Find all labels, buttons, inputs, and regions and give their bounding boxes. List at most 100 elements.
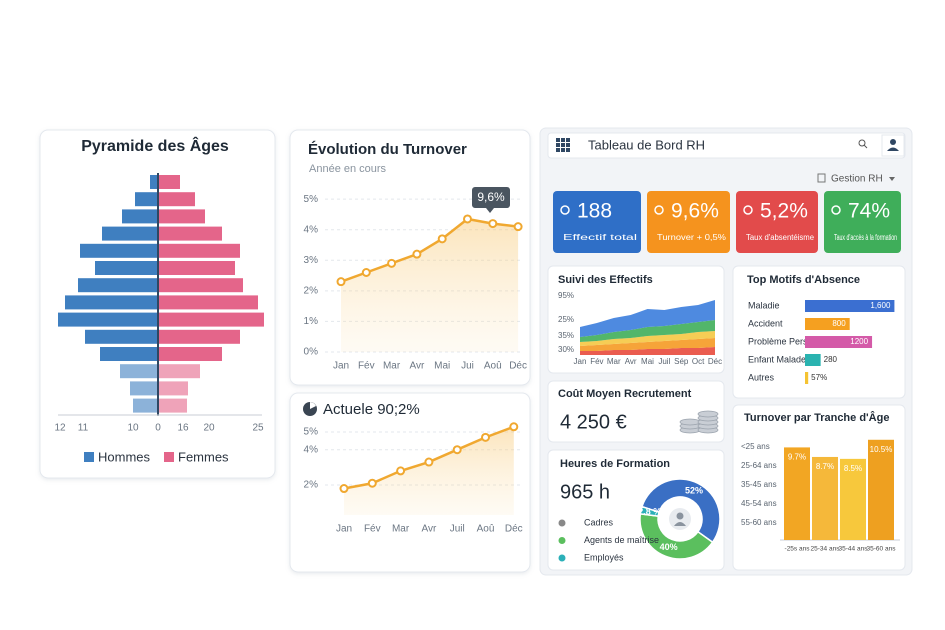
kpi-label: Taux d'absentéisme	[746, 233, 815, 242]
category-label: Problème Perso	[748, 336, 813, 346]
x-tick-label: Mai	[434, 361, 450, 372]
legend-icon	[558, 554, 566, 562]
annotation: 9,6%	[477, 190, 505, 204]
user-button[interactable]	[881, 134, 905, 157]
x-tick-label: Avr	[625, 357, 637, 366]
x-tick-label: Fév	[358, 361, 375, 372]
recrutement-value: 4 250 €	[560, 411, 627, 433]
axis-label: 20	[203, 423, 215, 434]
men-bar	[133, 398, 158, 413]
x-tick-label: Aoû	[484, 361, 502, 372]
point	[361, 268, 371, 277]
women-bar	[158, 175, 180, 189]
kpi-label: Taux d'accès à la formation	[834, 233, 897, 242]
user-icon	[887, 139, 899, 151]
kpi-card	[824, 191, 901, 253]
legend-icon	[558, 519, 566, 527]
x-tick-label: 35-60 ans	[867, 546, 897, 553]
bar	[868, 439, 894, 540]
x-tick-label: Mai	[641, 357, 654, 366]
women-bar	[158, 329, 240, 344]
women-bar	[158, 278, 243, 293]
donut-slice	[639, 513, 714, 560]
legend-swatch	[164, 452, 174, 462]
slice-label: 52%	[685, 486, 703, 496]
x-tick-label: Déc	[509, 361, 527, 372]
y-tick-label: 4%	[304, 224, 319, 235]
kpi-icon	[743, 205, 753, 215]
men-bar	[150, 175, 158, 189]
bar	[805, 336, 873, 348]
y-tick-label: 1%	[304, 316, 319, 327]
x-tick-label: Déc	[505, 524, 523, 535]
axis-label: 16	[177, 423, 189, 434]
absence-panel	[732, 265, 906, 399]
turnover-title: Évolution du Turnover	[308, 141, 467, 158]
point	[336, 277, 346, 287]
area	[580, 320, 715, 342]
axis-label: 10	[127, 423, 139, 434]
y-tick-label: 2%	[304, 480, 319, 491]
value-label: 57%	[811, 373, 827, 382]
axis-label: 12	[54, 423, 66, 434]
women-bar	[158, 312, 264, 327]
x-tick-label: -25s ans	[785, 546, 811, 553]
kpi-card	[736, 191, 818, 253]
value-label: 8.5%	[844, 464, 862, 473]
formation-title: Heures de Formation	[560, 458, 670, 470]
point	[424, 457, 434, 467]
value-label: 1200	[850, 337, 868, 346]
value-label: 8.7%	[816, 462, 834, 471]
recrutement-title: Coût Moyen Recrutement	[558, 388, 692, 400]
point	[367, 478, 377, 488]
x-tick-label: Juil	[658, 357, 670, 366]
women-bar	[158, 192, 195, 207]
area	[580, 331, 715, 346]
women-bar	[158, 243, 240, 258]
y-axis-label: 35%	[558, 331, 574, 340]
value-label: 9.7%	[788, 453, 806, 462]
point	[513, 222, 523, 232]
men-bar	[95, 261, 158, 275]
bar	[840, 458, 866, 540]
menu-dropdown[interactable]: Gestion RH	[817, 173, 895, 185]
y-axis-label: <25 ans	[741, 442, 770, 451]
kpi-label: Effectif total	[563, 233, 637, 242]
point	[509, 422, 519, 432]
men-bar	[80, 243, 158, 258]
legend-swatch	[84, 452, 94, 462]
category-label: Autres	[748, 372, 775, 382]
slice-label: 40%	[660, 542, 678, 552]
men-bar	[120, 364, 158, 379]
axis-label: 25	[252, 423, 264, 434]
point	[437, 234, 447, 244]
x-tick-label: Fév	[364, 524, 381, 535]
bar	[812, 456, 838, 540]
point	[481, 432, 490, 442]
x-tick-label: Déc	[708, 357, 722, 366]
effectifs-title: Suivi des Effectifs	[558, 274, 653, 286]
search-button[interactable]	[858, 139, 868, 149]
actuel-title: Actuele 90;2%	[323, 401, 420, 418]
women-bar	[158, 364, 200, 379]
kpi-card	[647, 191, 730, 253]
x-tick-label: 35-44 ans	[839, 546, 869, 553]
men-bar	[85, 329, 158, 344]
women-bar	[158, 381, 188, 396]
x-tick-label: Mar	[383, 361, 401, 372]
men-bar	[100, 347, 158, 361]
women-bar	[158, 261, 235, 275]
absence-title: Top Motifs d'Absence	[747, 274, 860, 286]
men-bar	[135, 192, 158, 207]
kpi-icon	[831, 205, 841, 215]
area	[580, 338, 715, 351]
y-tick-label: 4%	[304, 444, 319, 455]
line-area	[341, 218, 519, 352]
x-tick-label: Avr	[409, 361, 424, 372]
y-axis-label: 45-54 ans	[741, 499, 777, 508]
x-tick-label: Juil	[450, 524, 465, 535]
value-label: 280	[824, 355, 838, 364]
legend-label: Hommes	[98, 449, 151, 464]
men-bar	[78, 278, 158, 293]
